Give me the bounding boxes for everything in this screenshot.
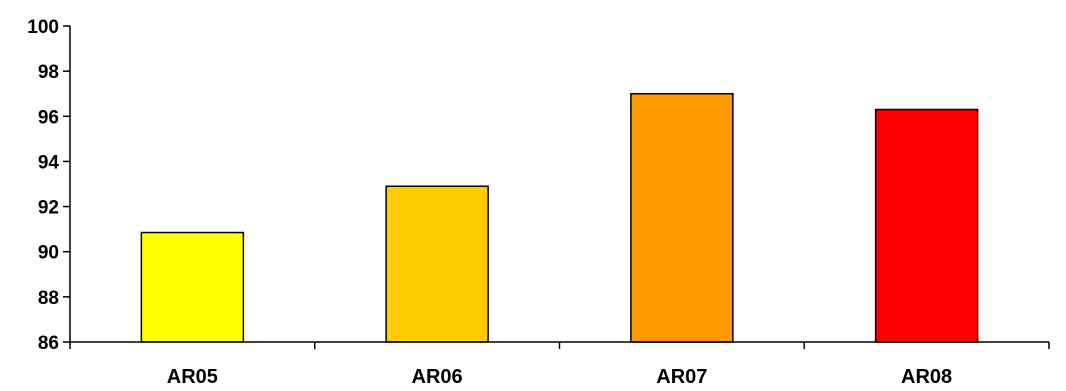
x-category-label: AR07 <box>656 366 707 388</box>
y-tick-label: 98 <box>38 62 59 83</box>
x-category-label: AR08 <box>901 366 952 388</box>
y-tick-label: 88 <box>38 288 59 309</box>
y-tick-label: 90 <box>38 243 59 264</box>
bar-ar05 <box>140 231 245 343</box>
bars-group <box>140 92 979 343</box>
bar-ar08 <box>874 108 979 343</box>
y-tick-label: 94 <box>38 152 60 173</box>
y-tick-label: 86 <box>38 333 59 354</box>
bar-ar06 <box>385 185 489 343</box>
y-tick-label: 100 <box>27 17 59 38</box>
x-ticks-group: AR05 AR06 AR07 AR08 <box>69 342 1050 388</box>
y-tick-label: 92 <box>38 198 59 219</box>
y-ticks-group: 86 88 90 92 94 96 98 100 <box>27 17 70 354</box>
y-tick-label: 96 <box>38 107 59 128</box>
x-category-label: AR05 <box>167 366 218 388</box>
x-category-label: AR06 <box>412 366 463 388</box>
bar-ar07 <box>630 92 734 343</box>
